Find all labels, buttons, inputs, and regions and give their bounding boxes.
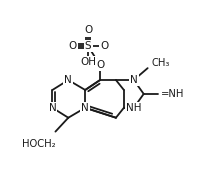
Text: S: S <box>85 41 91 51</box>
Text: OH: OH <box>80 57 96 67</box>
Text: CH₃: CH₃ <box>152 58 170 68</box>
Text: O: O <box>84 26 92 35</box>
Text: =NH: =NH <box>160 89 184 99</box>
Text: NH: NH <box>126 103 141 113</box>
Text: O: O <box>68 41 76 51</box>
Text: N: N <box>81 103 89 113</box>
Text: O: O <box>96 60 104 70</box>
Text: HOCH₂: HOCH₂ <box>22 139 55 149</box>
Text: N: N <box>64 75 72 85</box>
Text: N: N <box>49 103 56 113</box>
Text: N: N <box>130 75 138 85</box>
Text: O: O <box>100 41 108 51</box>
